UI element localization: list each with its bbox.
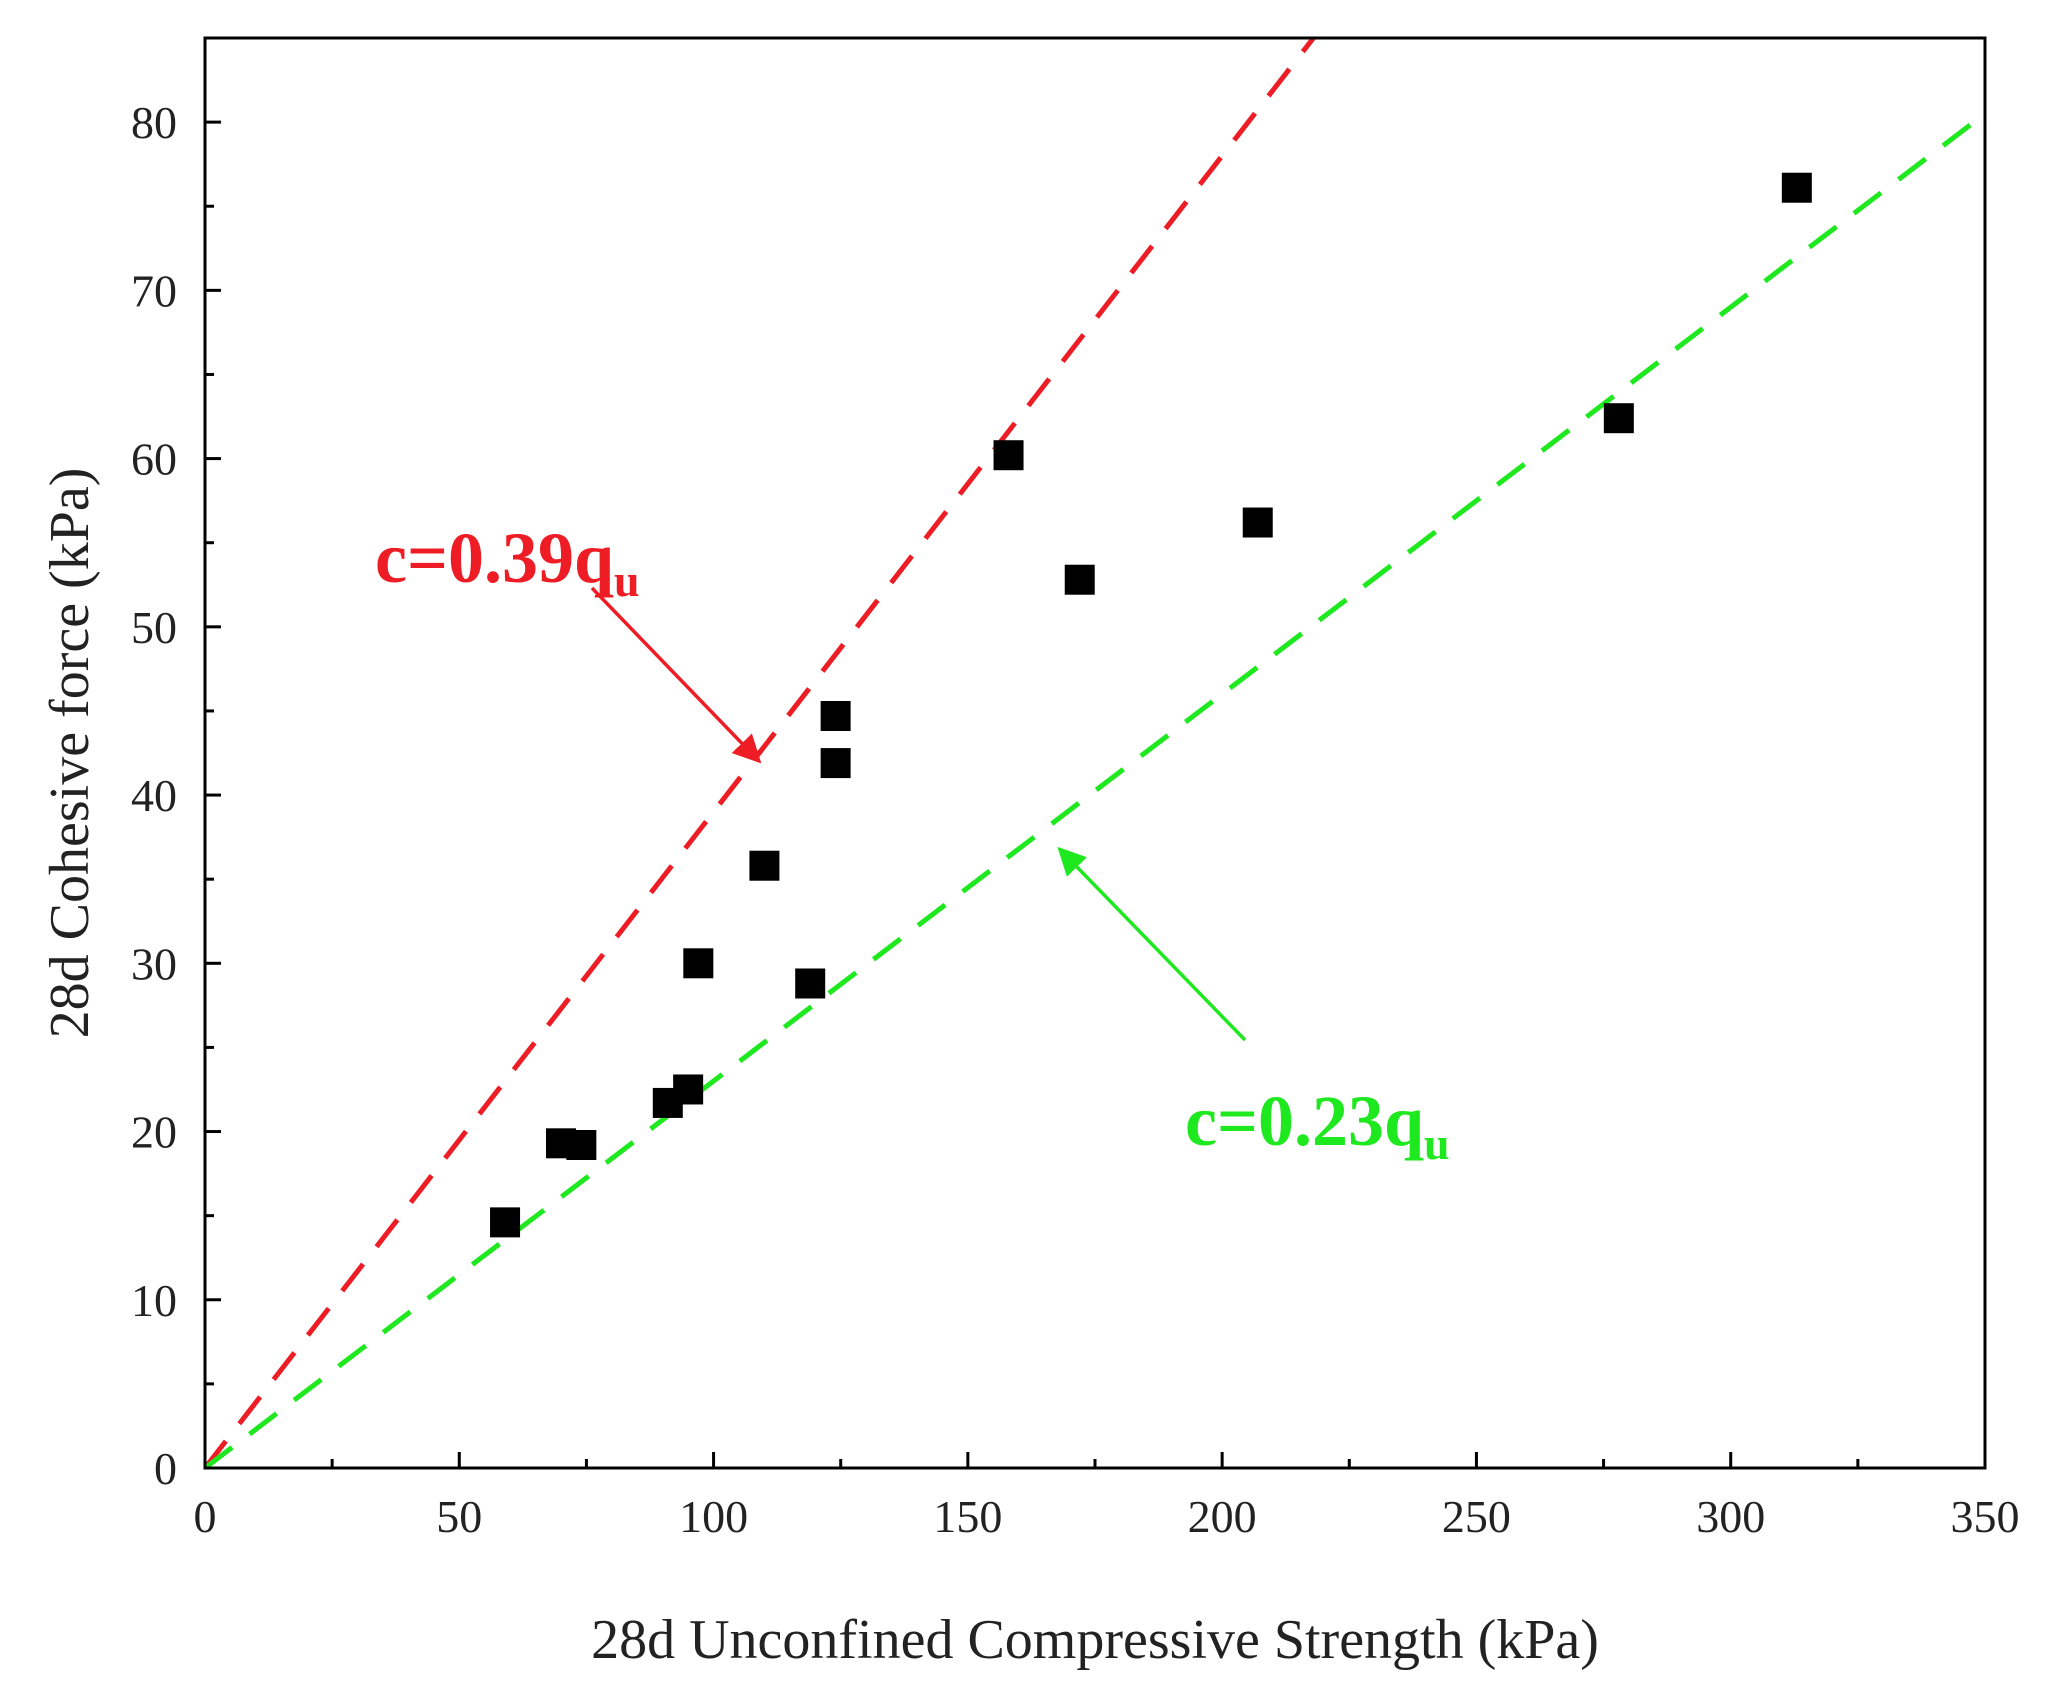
y-tick-label: 80 — [131, 97, 177, 148]
annotation-label-upper: c=0.39qu — [375, 518, 640, 606]
annotations: c=0.39qu c=0.23qu — [375, 518, 1450, 1169]
x-tick-label: 0 — [194, 1491, 217, 1542]
data-point — [1781, 172, 1812, 203]
x-tick-label: 300 — [1696, 1491, 1765, 1542]
annotation-label-lower: c=0.23qu — [1185, 1081, 1450, 1169]
y-tick-label: 40 — [131, 770, 177, 821]
data-point — [1064, 564, 1095, 595]
data-points — [490, 172, 1812, 1238]
y-tick-label: 10 — [131, 1275, 177, 1326]
y-tick-label: 30 — [131, 938, 177, 989]
data-point — [795, 968, 826, 999]
data-point — [490, 1207, 521, 1238]
data-point — [1242, 507, 1273, 538]
data-point — [673, 1074, 704, 1105]
x-tick-label: 100 — [679, 1491, 748, 1542]
y-tick-label: 70 — [131, 265, 177, 316]
axis-ticks: 0 50 100 150 200 250 300 350 0 10 20 30 40 50 60 70 80 — [131, 97, 2020, 1542]
data-point — [820, 700, 851, 731]
y-axis-title: 28d Cohesive force (kPa) — [39, 468, 101, 1039]
data-point — [820, 748, 851, 779]
y-tick-label: 20 — [131, 1107, 177, 1158]
x-tick-label: 250 — [1442, 1491, 1511, 1542]
data-point — [1603, 403, 1634, 434]
data-point — [683, 948, 714, 979]
annotation-arrow-lower — [1057, 846, 1247, 1042]
x-tick-label: 350 — [1951, 1491, 2020, 1542]
x-tick-label: 200 — [1188, 1491, 1257, 1542]
x-axis-title: 28d Unconfined Compressive Strength (kPa… — [591, 1609, 1599, 1671]
annotation-arrow-upper — [590, 586, 762, 764]
trend-lines — [205, 38, 1985, 1468]
trend-line-lower — [205, 111, 1985, 1468]
y-tick-label: 60 — [131, 434, 177, 485]
x-tick-label: 150 — [933, 1491, 1002, 1542]
y-tick-label: 0 — [154, 1443, 177, 1494]
x-tick-label: 50 — [436, 1491, 482, 1542]
plot-frame — [203, 36, 1987, 1470]
data-point — [566, 1129, 597, 1160]
y-tick-label: 50 — [131, 602, 177, 653]
data-point — [749, 850, 780, 881]
data-point — [993, 440, 1024, 471]
